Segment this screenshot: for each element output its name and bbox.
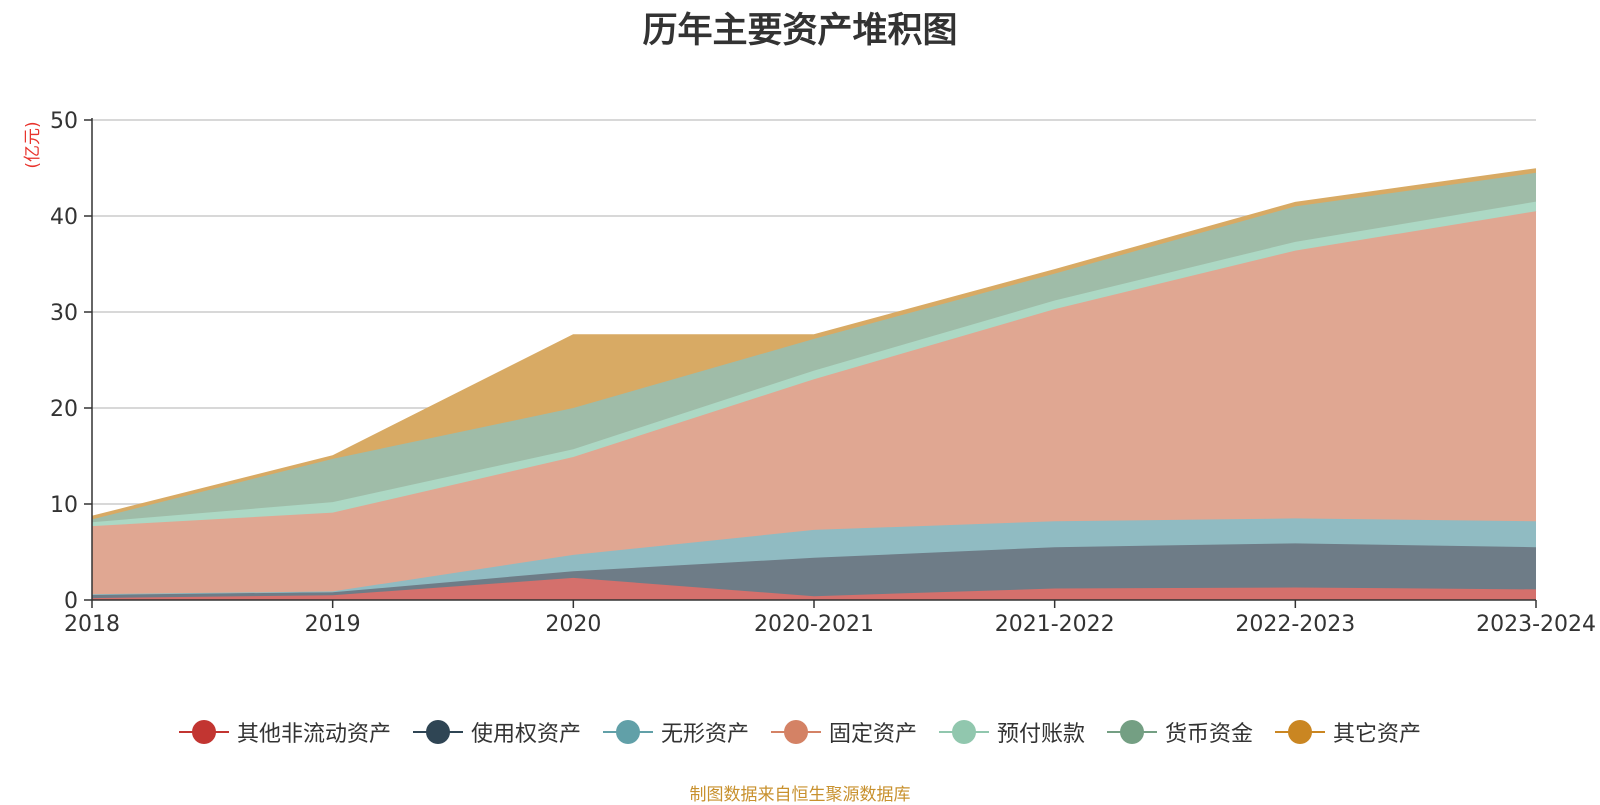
- axes: 0 10 20 30 40 50 2018 2019 2020 2020-2021 2021-202…: [50, 109, 1596, 637]
- legend-item[interactable]: 无形资产: [602, 716, 749, 748]
- area-series-6: [92, 172, 1536, 523]
- y-tick-label: 50: [50, 109, 78, 134]
- x-tick-label: 2019: [305, 612, 361, 637]
- x-tick-label: 2022-2023: [1235, 612, 1355, 637]
- legend-label: 其它资产: [1333, 722, 1422, 747]
- y-axis-unit-label: (亿元): [23, 121, 43, 168]
- y-tick-label: 30: [50, 301, 78, 326]
- legend-marker-icon: [178, 720, 229, 744]
- legend-marker-icon: [1107, 720, 1158, 744]
- legend-label: 货币资金: [1165, 722, 1254, 747]
- area-series-7-edge: [91, 168, 1537, 518]
- legend-label: 无形资产: [660, 722, 749, 747]
- x-tick-label: 2023-2024: [1476, 612, 1596, 637]
- source-note: 制图数据来自恒生聚源数据库: [689, 785, 911, 805]
- y-tick-label: 40: [50, 205, 78, 230]
- area-series-layer: [91, 168, 1537, 600]
- legend-item[interactable]: 使用权资产: [412, 716, 581, 748]
- legend-marker-icon: [412, 720, 463, 744]
- legend-item[interactable]: 其它资产: [1275, 716, 1421, 748]
- legend-marker-icon: [1275, 720, 1326, 744]
- legend-label: 使用权资产: [470, 722, 581, 747]
- legend-label: 其他非流动资产: [236, 722, 391, 747]
- x-tick-label: 2018: [64, 612, 120, 637]
- area-series-3: [92, 518, 1536, 595]
- area-series-4: [92, 211, 1536, 595]
- legend-label: 预付账款: [997, 722, 1086, 747]
- x-tick-label: 2021-2022: [995, 612, 1115, 637]
- legend-marker-icon: [770, 720, 821, 744]
- area-series-7: [92, 169, 1536, 520]
- y-tick-label: 0: [64, 589, 78, 614]
- chart-title: 历年主要资产堆积图: [642, 11, 958, 51]
- x-tick-label: 2020: [545, 612, 601, 637]
- legend-item[interactable]: 其他非流动资产: [178, 716, 391, 748]
- legend-label: 固定资产: [828, 722, 917, 747]
- area-series-5: [92, 201, 1536, 527]
- y-tick-label: 20: [50, 397, 78, 422]
- legend: 其他非流动资产 使用权资产 无形资产 固定资产 预付账款 货币资金 其它资产: [0, 716, 1600, 748]
- legend-item[interactable]: 固定资产: [770, 716, 917, 748]
- legend-marker-icon: [939, 720, 989, 744]
- area-series-1: [92, 577, 1536, 600]
- legend-item[interactable]: 预付账款: [939, 716, 1085, 748]
- area-series-2: [92, 543, 1536, 599]
- legend-item[interactable]: 货币资金: [1107, 716, 1253, 748]
- y-tick-label: 10: [50, 493, 78, 518]
- legend-marker-icon: [602, 720, 653, 744]
- x-tick-label: 2020-2021: [754, 612, 874, 637]
